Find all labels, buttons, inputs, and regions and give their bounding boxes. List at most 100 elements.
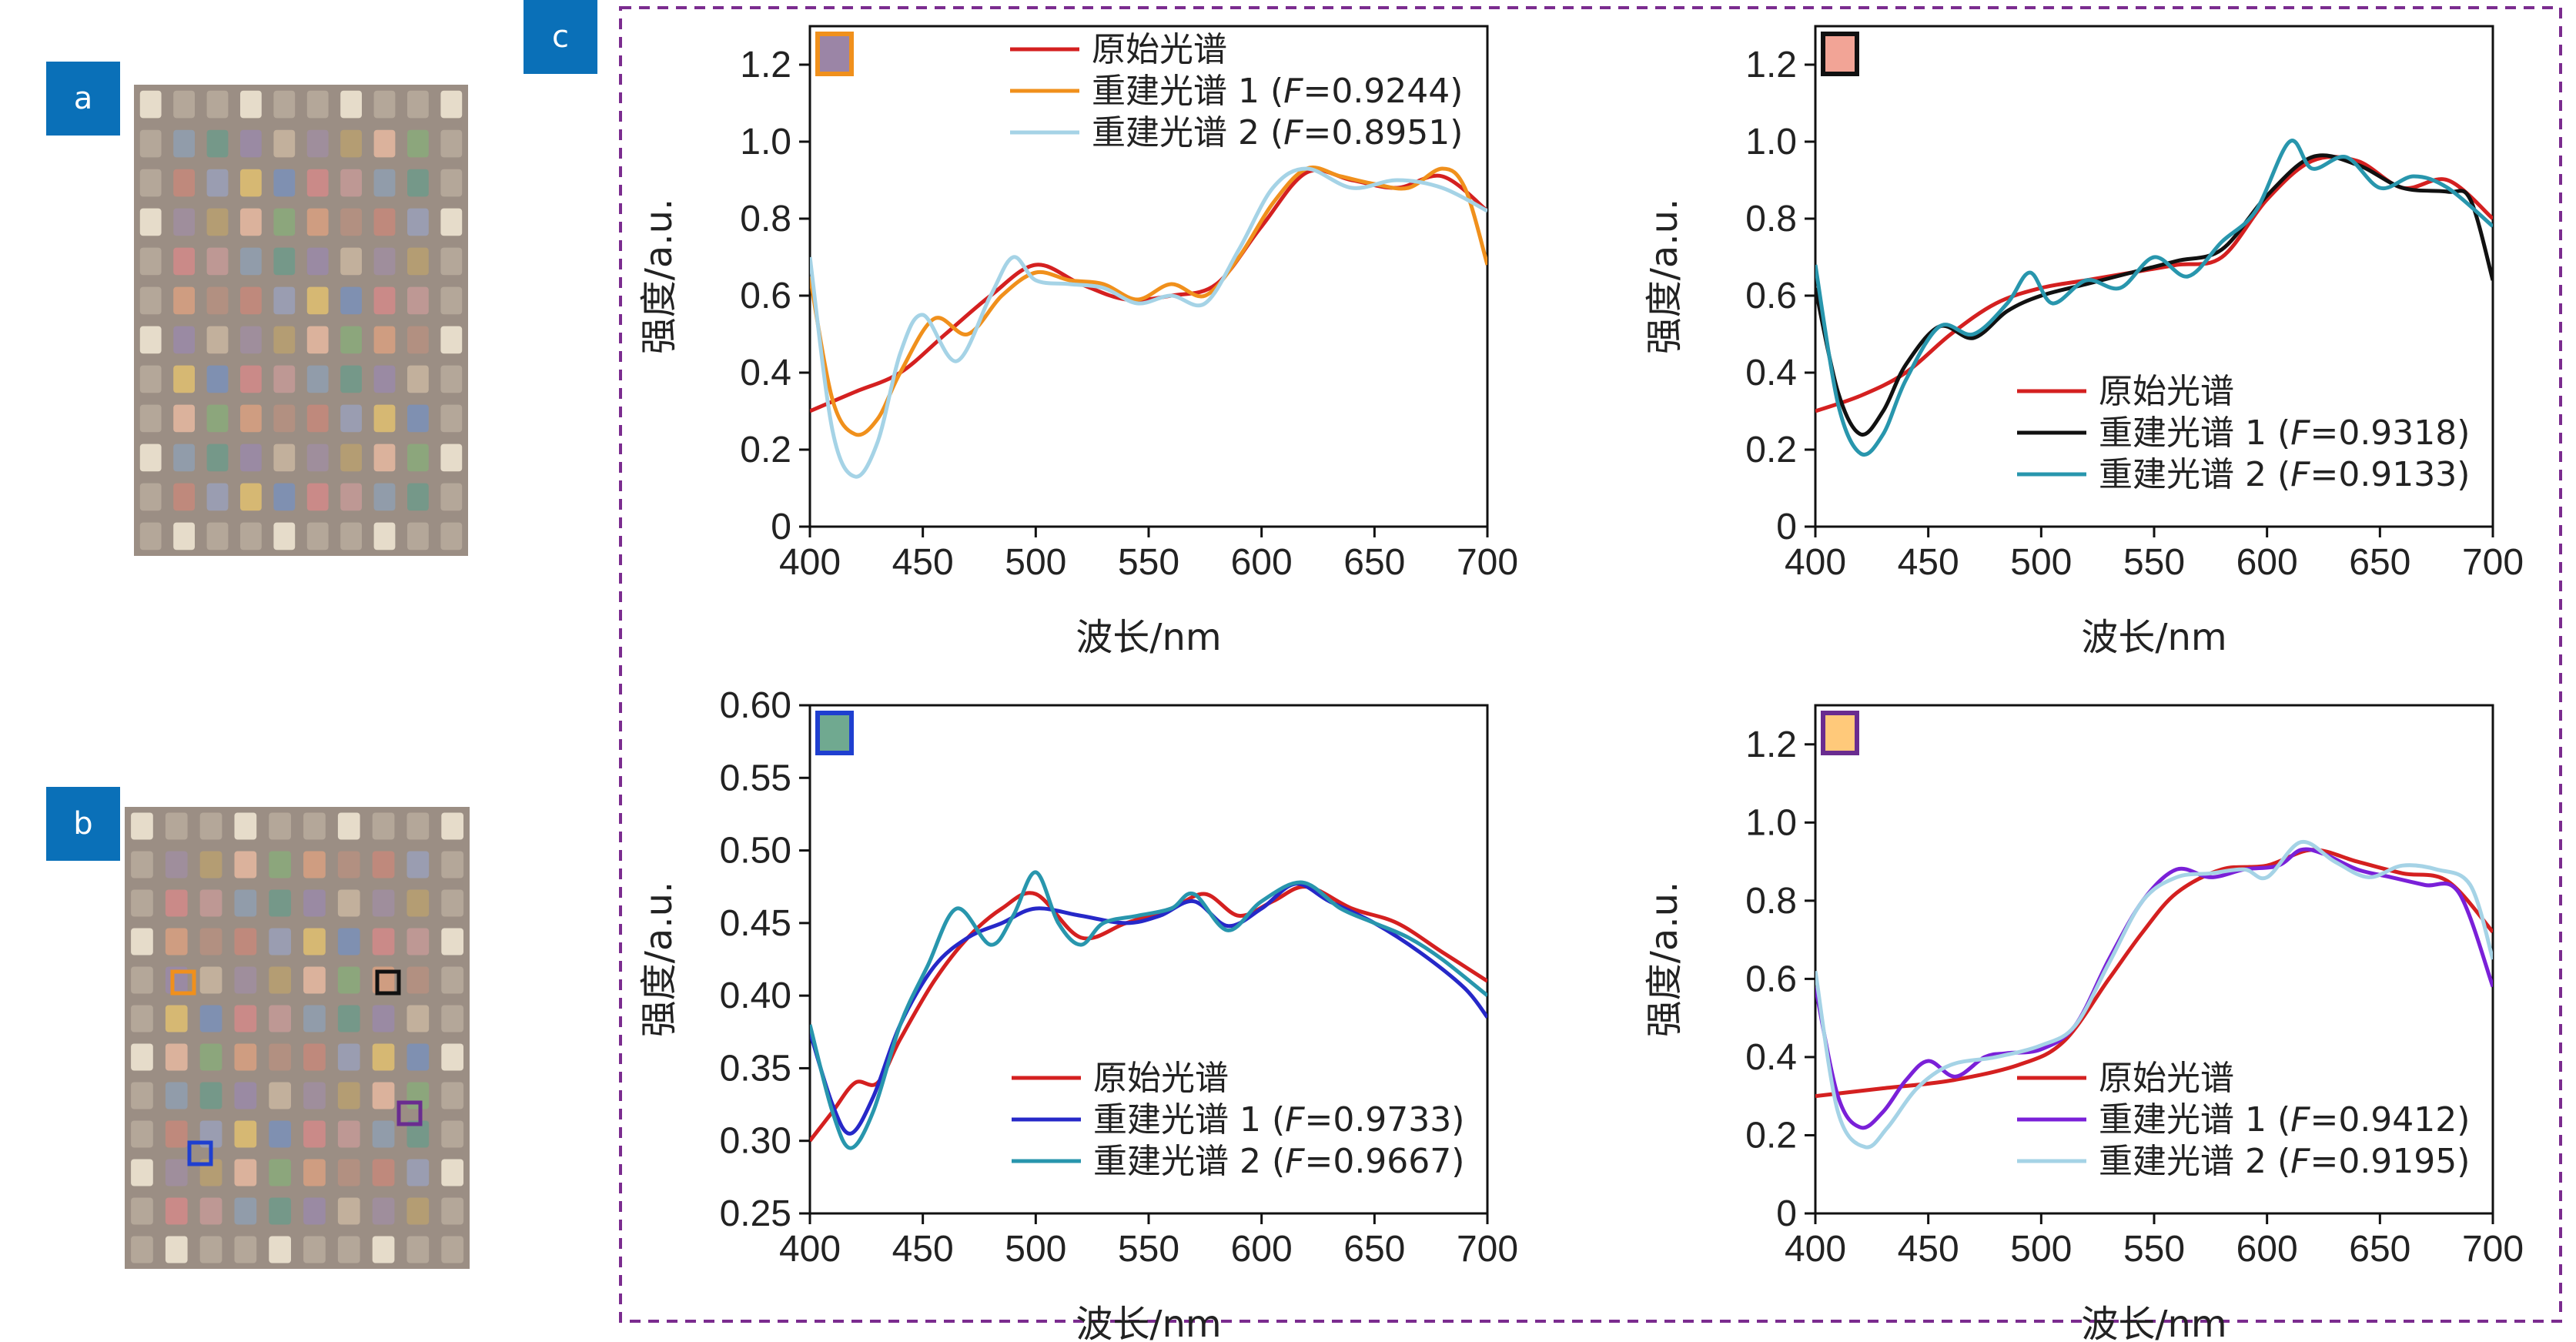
color-patch [273,90,296,119]
color-patch [234,1043,257,1071]
color-patch [303,851,326,878]
y-tick-label: 0.6 [1745,276,1797,316]
y-tick-label: 0.25 [720,1193,791,1234]
color-patch [165,851,188,878]
color-patch [273,443,296,472]
legend-series-name: 原始光谱 [1093,1059,1229,1098]
y-tick-label: 0.30 [720,1121,791,1162]
color-patch [273,365,296,393]
legend-f-symbol: F [2290,413,2310,453]
y-axis-label: 强度/a.u. [1643,882,1686,1038]
legend-paren-open: ( [1261,1100,1285,1140]
color-patch [131,928,153,955]
x-tick-label: 650 [2349,1229,2410,1270]
y-tick-label: 0 [1776,507,1797,547]
sample-color-swatch [815,711,854,755]
legend-series-name: 重建光谱 2 [1093,1142,1261,1181]
x-tick-label: 600 [1231,1229,1293,1270]
y-tick-label: 0.2 [1745,430,1797,470]
color-patch [199,966,222,994]
color-patch [373,326,396,354]
color-patch [337,812,360,840]
color-patch [306,169,329,197]
color-patch [306,286,329,315]
color-patch [441,851,463,878]
color-patch [340,208,362,236]
color-patch [173,169,195,197]
legend-label-2: 重建光谱 1 (F=0.9412) [2099,1100,2470,1140]
photo-background [125,807,470,1269]
color-patch [372,1005,395,1032]
color-patch [269,1197,291,1225]
x-tick-label: 500 [2010,1229,2072,1270]
x-tick-label: 400 [1785,1229,1846,1270]
color-patch [440,326,463,354]
color-patch [206,365,229,393]
y-tick-label: 0.60 [720,685,791,726]
legend-series-name: 重建光谱 1 [2099,1100,2267,1140]
color-patch [206,522,229,551]
color-patch [240,247,262,276]
series-line-2 [1815,153,2493,437]
color-patch [441,889,463,917]
panel-label-c: c [524,0,597,74]
color-patch [206,169,229,197]
spectrum-chart-1: 400 450 500 550 600 650 700 0 0.2 0.4 0.6 0.8 1.0 1.2… [637,25,1518,659]
color-patch [199,1197,222,1225]
color-patch [441,1120,463,1148]
color-patch [373,404,396,433]
color-patch [306,404,329,433]
color-patch [303,889,326,917]
color-patch [139,90,162,119]
color-patch [131,1005,153,1032]
color-patch [306,208,329,236]
color-patch [440,169,463,197]
color-patch [173,90,195,119]
color-patch [406,928,430,955]
color-patch [199,812,222,840]
color-patch [269,1159,291,1186]
color-patch [165,812,188,840]
panel-label-a: a [46,62,120,136]
legend-label-3: 重建光谱 2 (F=0.9195) [2099,1142,2470,1181]
color-patch [340,286,362,315]
color-patch [306,365,329,393]
y-tick-label: 1.2 [740,45,791,85]
legend-label-2: 重建光谱 1 (F=0.9318) [2099,413,2470,453]
color-patch [407,169,429,197]
legend-f-value: =0.9244) [1303,72,1463,111]
color-patch [206,404,229,433]
legend-label-1: 原始光谱 [2099,1059,2234,1098]
color-patch [234,1120,257,1148]
color-patch [373,443,396,472]
legend-label-3: 重建光谱 2 (F=0.8951) [1092,113,1463,152]
color-patch [234,1082,257,1109]
color-patch [139,404,162,433]
color-patch [441,812,463,840]
x-tick-label: 450 [892,542,954,583]
color-patch [131,889,153,917]
color-patch [306,522,329,551]
y-tick-label: 1.2 [1745,725,1797,765]
y-tick-label: 0.6 [1745,959,1797,999]
color-patch [240,443,262,472]
y-tick-label: 0.40 [720,976,791,1016]
legend-f-value: =0.9412) [2310,1100,2470,1140]
color-patch [406,1197,430,1225]
color-patch [441,1197,463,1225]
color-patch [199,928,222,955]
color-patch [373,129,396,158]
color-patch [131,1120,153,1148]
color-patch [306,326,329,354]
x-tick-label: 600 [2236,1229,2298,1270]
color-patch [165,1236,188,1263]
color-patch [173,326,195,354]
color-patch [206,247,229,276]
legend-series-name: 重建光谱 2 [2099,455,2267,494]
legend-label-2: 重建光谱 1 (F=0.9733) [1093,1100,1464,1140]
x-tick-label: 450 [892,1229,954,1270]
series-line-3 [810,166,1487,479]
color-patch [407,404,429,433]
